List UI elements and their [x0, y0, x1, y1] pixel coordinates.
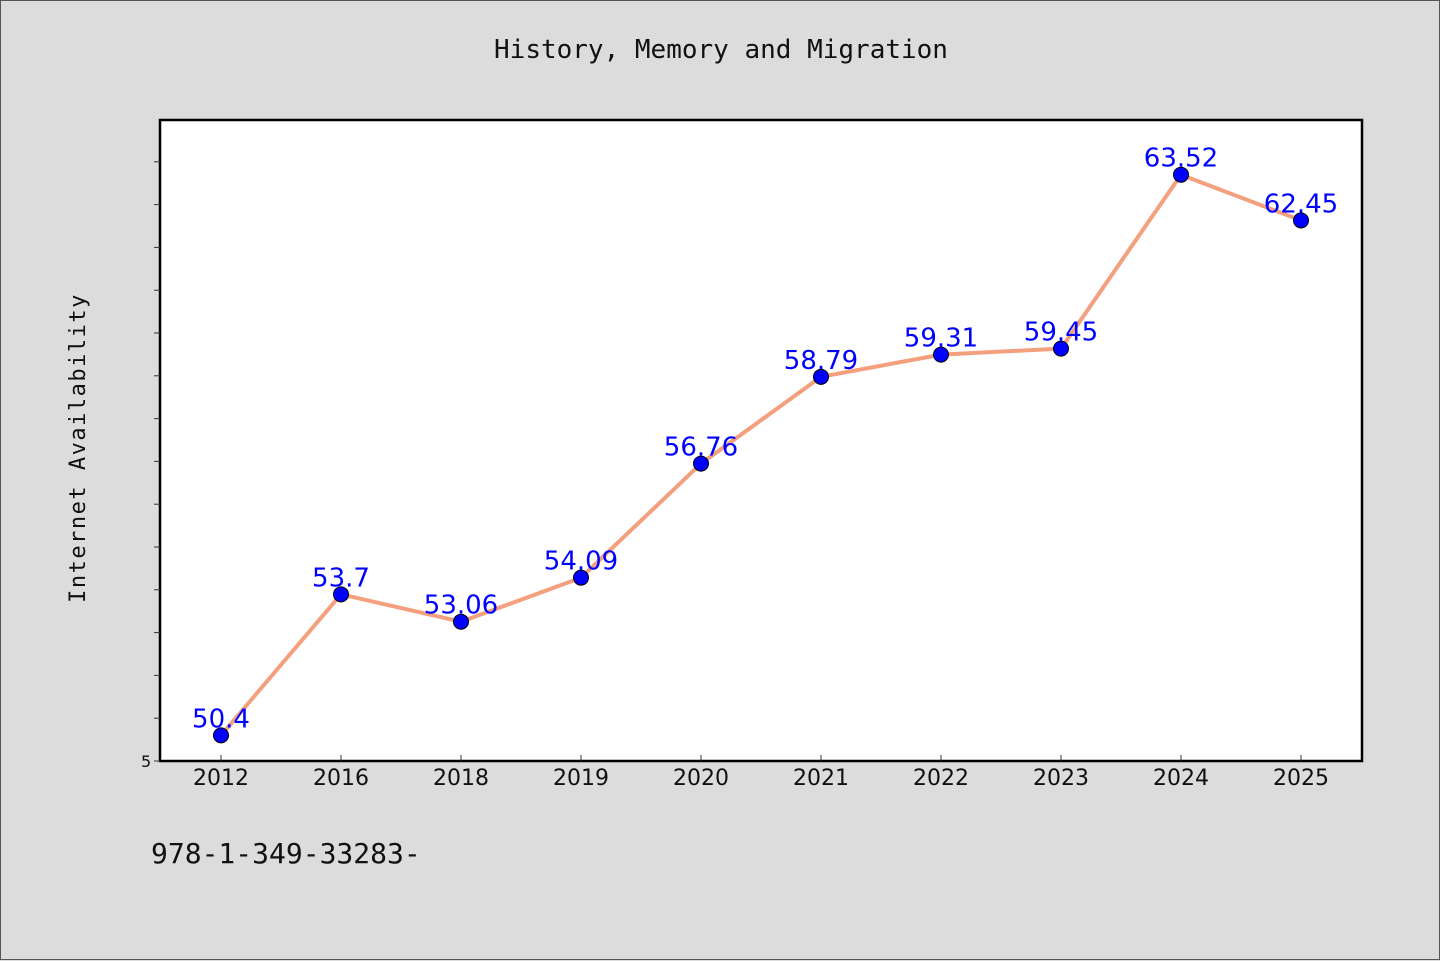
data-point — [1053, 340, 1069, 357]
data-point — [813, 368, 829, 385]
data-point — [453, 613, 469, 630]
data-label: 50.4 — [192, 704, 250, 734]
x-tick-label: 2012 — [193, 766, 249, 791]
data-label: 56.76 — [664, 433, 738, 463]
x-tick-label: 2021 — [793, 766, 849, 791]
data-label: 63.52 — [1144, 144, 1218, 174]
data-point — [1293, 212, 1309, 229]
data-label: 58.79 — [784, 346, 858, 376]
x-tick-label: 2020 — [673, 766, 729, 791]
x-tick-label: 2019 — [553, 766, 609, 791]
data-label: 62.45 — [1264, 189, 1338, 219]
series-group: 50.4 53.7 53.06 54.09 56.76 58.79 59.31 59.45 63… — [192, 144, 1338, 744]
isbn-text: 978-1-349-33283- — [151, 837, 421, 870]
x-tick-label: 2023 — [1033, 766, 1089, 791]
data-point — [333, 586, 349, 603]
data-label: 59.45 — [1024, 318, 1098, 348]
data-point — [573, 569, 589, 586]
data-point — [693, 455, 709, 472]
y-tick-label: 5 — [141, 752, 151, 771]
data-label: 53.7 — [312, 563, 370, 593]
x-tick-label: 2018 — [433, 766, 489, 791]
x-tick-label: 2016 — [313, 766, 369, 791]
y-axis-ticks — [154, 161, 160, 762]
series-line — [219, 172, 1303, 738]
x-tick-label: 2025 — [1273, 766, 1329, 791]
data-label: 53.06 — [424, 591, 498, 621]
chart-title: History, Memory and Migration — [494, 35, 948, 65]
plot-area — [158, 118, 1364, 763]
x-tick-label: 2024 — [1153, 766, 1209, 791]
data-point — [933, 346, 949, 363]
x-tick-label: 2022 — [913, 766, 969, 791]
data-point — [1173, 166, 1189, 183]
data-point — [213, 727, 229, 744]
data-label: 54.09 — [544, 547, 618, 577]
data-label: 59.31 — [904, 324, 978, 354]
y-axis-label: Internet Availability — [66, 293, 91, 603]
x-axis-ticks: 2012 2016 2018 2019 2020 2021 2022 2023 2024 2025 — [193, 755, 1329, 791]
